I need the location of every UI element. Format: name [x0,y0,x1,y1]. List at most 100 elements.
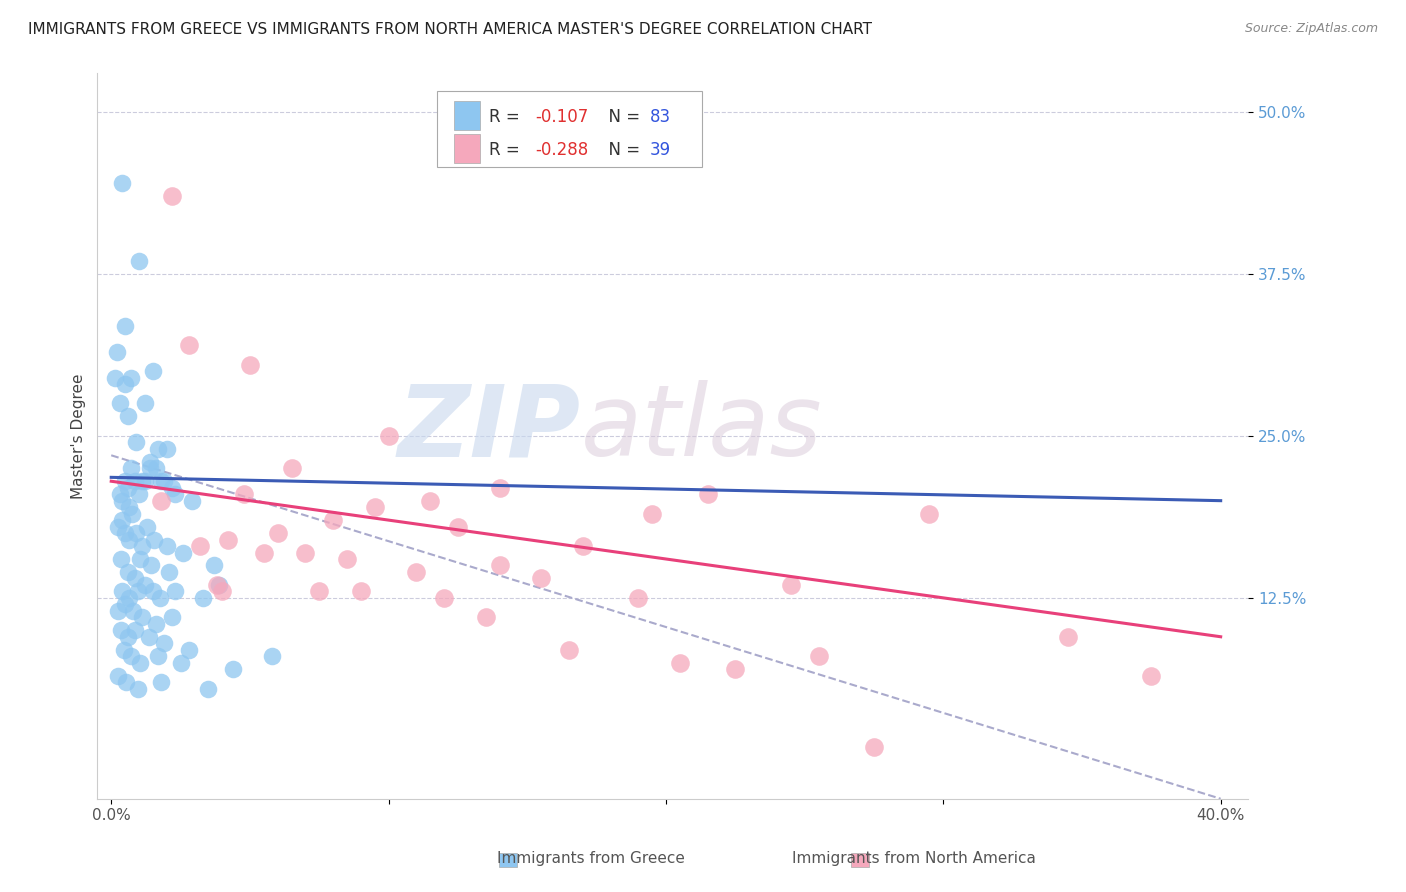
Text: Immigrants from Greece: Immigrants from Greece [496,851,685,865]
Point [117,565,139,579]
Point [127,681,149,696]
Point [114,377,136,392]
Point [111,584,134,599]
Text: N =: N = [598,108,645,126]
Point [322,513,344,527]
Point [134,474,156,488]
Point [377,429,399,443]
Point [118,500,141,515]
Point [474,610,496,624]
Point [211,584,233,599]
Point [111,176,134,190]
Point [127,584,149,599]
Point [128,487,150,501]
Text: Immigrants from North America: Immigrants from North America [792,851,1036,865]
Point [148,442,170,456]
Point [696,487,718,501]
Point [105,344,128,359]
Point [142,364,165,378]
Point [217,533,239,547]
Point [156,442,179,456]
Text: -0.107: -0.107 [534,108,588,126]
Point [124,571,146,585]
Point [447,519,470,533]
Point [107,604,129,618]
Point [121,507,143,521]
Point [120,461,142,475]
Point [208,578,231,592]
FancyBboxPatch shape [454,134,479,163]
Point [162,189,184,203]
Point [191,591,214,605]
Point [239,358,262,372]
Point [134,396,156,410]
Point [156,539,179,553]
Point [150,493,173,508]
Text: ZIP: ZIP [398,380,581,477]
Point [419,493,441,508]
Point [114,598,136,612]
Point [308,584,330,599]
Point [145,616,167,631]
Point [104,370,127,384]
Point [118,533,141,547]
Point [177,642,200,657]
Point [336,552,359,566]
Point [350,584,373,599]
Y-axis label: Master's Degree: Master's Degree [72,373,86,499]
Point [117,409,139,424]
Point [114,318,136,333]
FancyBboxPatch shape [437,91,702,168]
Text: atlas: atlas [581,380,823,477]
Point [262,649,284,664]
Point [149,591,172,605]
Text: R =: R = [489,108,524,126]
Point [131,474,153,488]
Point [111,513,134,527]
Point [779,578,801,592]
Point [148,649,170,664]
Point [163,584,186,599]
Point [162,481,184,495]
Point [627,591,650,605]
Point [150,675,173,690]
Point [138,630,160,644]
Point [134,578,156,592]
Text: 39: 39 [650,141,671,159]
Point [405,565,427,579]
Point [139,461,162,475]
Point [488,558,510,573]
FancyBboxPatch shape [454,101,479,130]
Point [294,545,316,559]
Point [641,507,664,521]
Point [120,649,142,664]
Point [129,552,152,566]
Point [150,474,173,488]
Point [172,545,194,559]
Text: N =: N = [598,141,645,159]
Point [188,539,211,553]
Point [110,552,132,566]
Text: Source: ZipAtlas.com: Source: ZipAtlas.com [1244,22,1378,36]
Point [110,624,132,638]
Point [205,578,228,592]
Point [124,474,146,488]
Point [202,558,225,573]
Point [118,591,141,605]
Point [107,519,129,533]
Point [114,474,136,488]
Point [129,656,152,670]
Point [169,656,191,670]
Point [1140,668,1163,682]
Point [142,584,165,599]
Point [266,526,288,541]
Point [153,474,176,488]
Point [807,649,830,664]
Point [131,539,153,553]
Point [197,681,219,696]
Point [125,526,148,541]
Point [669,656,692,670]
Point [107,668,129,682]
Text: 83: 83 [650,108,671,126]
Point [863,739,886,754]
